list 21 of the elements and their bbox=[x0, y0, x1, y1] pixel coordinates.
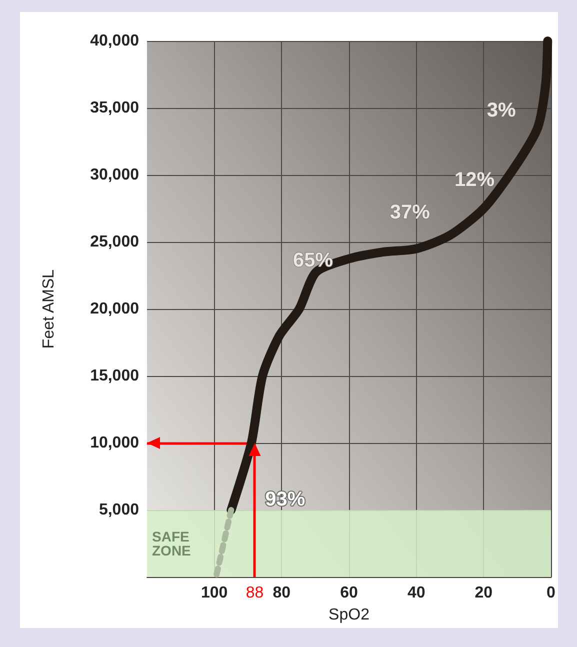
x-tick-label: 0 bbox=[546, 584, 556, 602]
y-tick-label: 20,000 bbox=[90, 300, 140, 318]
y-tick-label: 40,000 bbox=[90, 32, 140, 50]
y-tick-label: 35,000 bbox=[90, 100, 140, 116]
annotation: 12% bbox=[454, 169, 495, 192]
y-tick-label: 10,000 bbox=[90, 434, 140, 452]
y-tick-label: 5,000 bbox=[98, 502, 140, 518]
x-tick-label: 40 bbox=[407, 584, 426, 602]
y-tick-label: 15,000 bbox=[90, 368, 140, 384]
x-axis-title: SpO2 bbox=[328, 606, 370, 624]
x-tick-label: 60 bbox=[340, 584, 358, 602]
annotation: 3% bbox=[486, 99, 516, 122]
x-tick-label: 80 bbox=[272, 584, 291, 602]
x-tick-label: 100 bbox=[200, 584, 228, 602]
annotation: 65% bbox=[292, 250, 334, 272]
y-axis-title: Feet AMSL bbox=[40, 269, 58, 349]
ref-line-label: 88 bbox=[246, 584, 264, 602]
x-tick-label: 20 bbox=[474, 584, 493, 602]
y-tick-label: 30,000 bbox=[90, 166, 140, 184]
band-label: SAFE ZONE bbox=[152, 528, 194, 558]
y-tick-label: 25,000 bbox=[90, 234, 140, 250]
